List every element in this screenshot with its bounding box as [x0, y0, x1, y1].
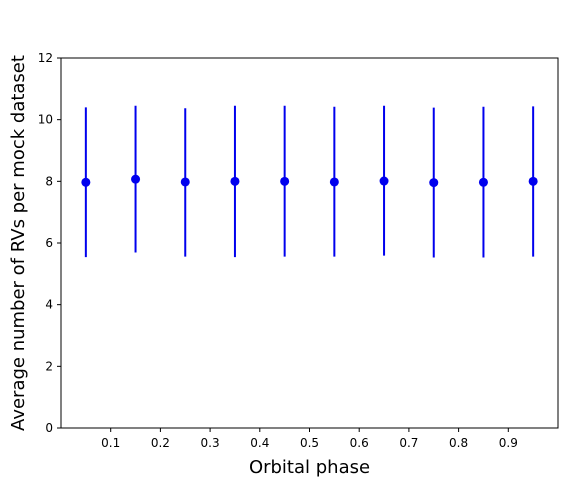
y-tick-label: 10 — [38, 113, 53, 127]
y-tick-label: 0 — [45, 421, 53, 435]
x-tick-label: 0.5 — [300, 436, 319, 450]
x-axis-ticks: 0.1 0.2 0.3 0.4 0.5 0.6 0.7 0.8 0.9 — [101, 428, 518, 450]
y-tick-label: 12 — [38, 51, 53, 65]
x-tick-label: 0.2 — [151, 436, 170, 450]
data-point — [280, 176, 290, 186]
y-axis-ticks: 0 2 4 6 8 10 12 — [38, 51, 61, 435]
y-tick-label: 4 — [45, 298, 53, 312]
data-marks — [81, 105, 538, 258]
data-point — [180, 177, 190, 187]
data-point — [230, 176, 240, 186]
data-point — [379, 176, 389, 186]
plot-area — [60, 57, 559, 429]
y-tick-label: 8 — [45, 174, 53, 188]
x-axis-title: Orbital phase — [249, 457, 370, 478]
x-tick-label: 0.9 — [499, 436, 518, 450]
x-tick-label: 0.8 — [449, 436, 468, 450]
y-axis-title: Average number of RVs per mock dataset — [8, 55, 29, 431]
data-point — [478, 177, 488, 187]
x-tick-label: 0.1 — [101, 436, 120, 450]
x-tick-label: 0.4 — [250, 436, 269, 450]
x-tick-label: 0.3 — [201, 436, 220, 450]
data-point — [81, 177, 91, 187]
data-point — [429, 178, 439, 188]
x-tick-label: 0.6 — [350, 436, 369, 450]
data-point — [528, 176, 538, 186]
y-tick-label: 2 — [45, 359, 53, 373]
data-point — [131, 174, 141, 184]
x-tick-label: 0.7 — [399, 436, 418, 450]
data-point — [329, 177, 339, 187]
y-tick-label: 6 — [45, 236, 53, 250]
